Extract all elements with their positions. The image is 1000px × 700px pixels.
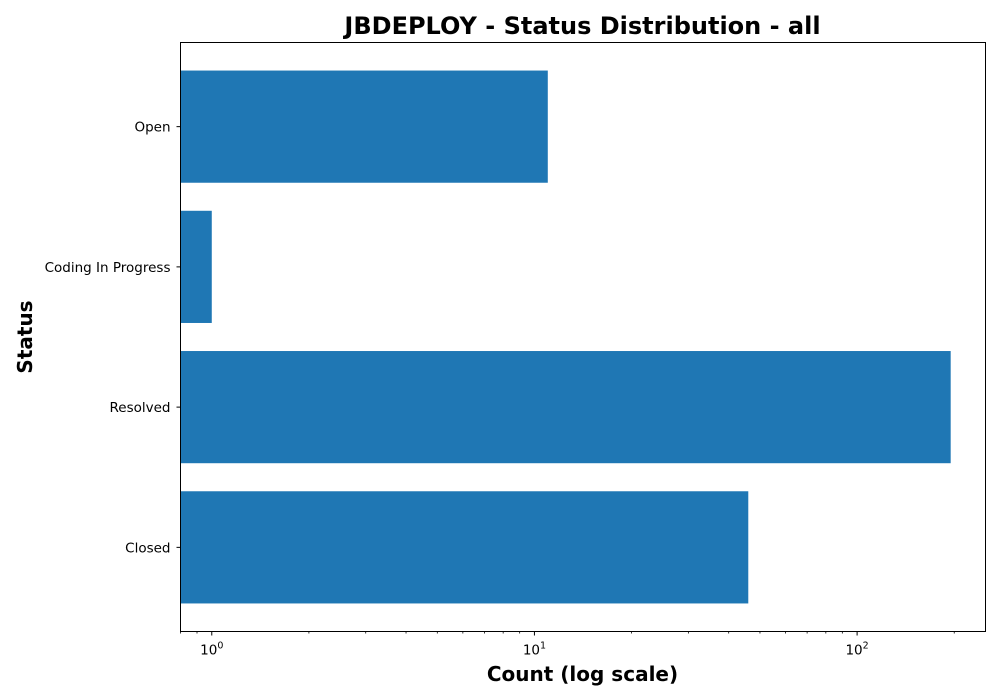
x-tick-label: 100 (200, 641, 223, 659)
x-axis-ticks: 100 101 102 (180, 631, 955, 659)
x-tick-label: 101 (523, 641, 546, 659)
y-axis-ticks: Open Coding In Progress Resolved Closed (45, 120, 181, 556)
x-tick-label: 102 (845, 641, 868, 659)
bar-resolved (180, 351, 951, 464)
bar-closed (180, 491, 749, 604)
bars-group (180, 70, 951, 604)
y-tick-label: Closed (125, 540, 170, 556)
bar-open (180, 70, 548, 183)
chart-title: JBDEPLOY - Status Distribution - all (342, 12, 820, 40)
y-tick-label: Resolved (110, 400, 171, 416)
y-tick-label: Coding In Progress (45, 260, 171, 276)
x-axis-label: Count (log scale) (487, 662, 678, 686)
plot-frame (180, 42, 986, 632)
bar-coding-in-progress (180, 210, 212, 323)
y-tick-label: Open (134, 120, 170, 136)
y-axis-label: Status (13, 300, 37, 373)
